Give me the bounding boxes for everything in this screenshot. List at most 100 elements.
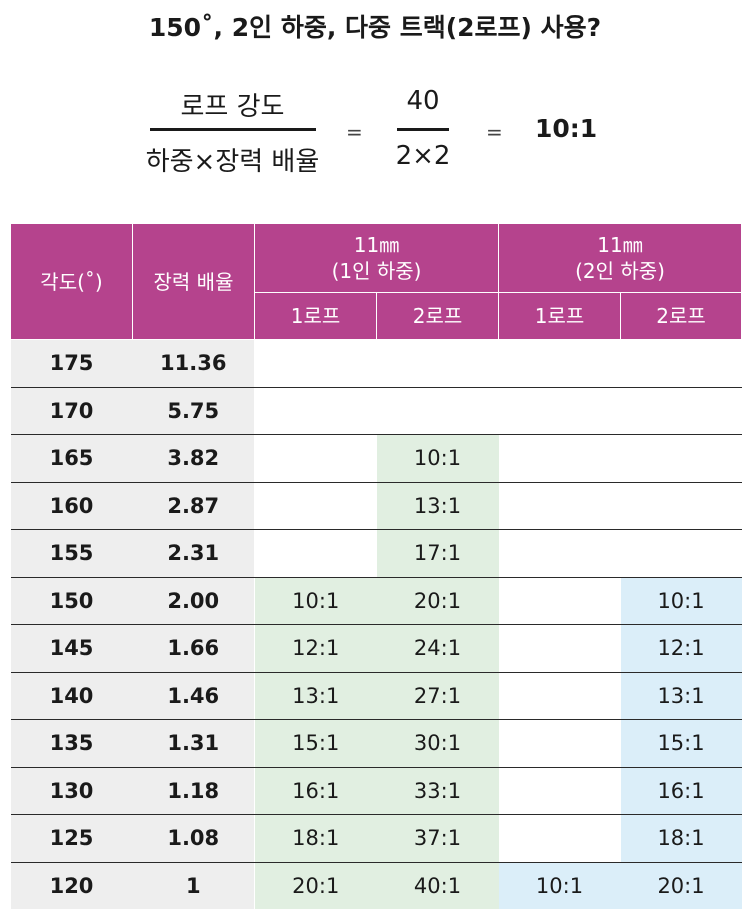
tension-cell: 3.82: [132, 434, 255, 483]
header-sub-2rope-a: 2로프: [375, 292, 500, 340]
value-cell: 15:1: [620, 719, 742, 768]
value-cell: [498, 672, 621, 720]
header-group-1-size: 11㎜: [353, 233, 400, 257]
value-cell: 12:1: [620, 624, 742, 673]
value-cell: 16:1: [620, 767, 742, 815]
header-angle: 각도(˚): [10, 223, 133, 340]
angle-cell: 160: [10, 482, 133, 530]
table-row: 160 2.87 13:1: [10, 482, 742, 530]
value-cell: [620, 482, 742, 530]
value-cell: [498, 339, 621, 388]
value-cell: [254, 339, 377, 388]
value-cell: [376, 387, 499, 435]
tension-cell: 11.36: [132, 339, 255, 388]
value-cell: [498, 387, 621, 435]
value-cell: [620, 529, 742, 578]
safety-ratio-table: 각도(˚) 장력 배율 11㎜ (1인 하중) 11㎜ (2인 하중) 1로프 …: [10, 223, 743, 909]
value-cell: 10:1: [620, 577, 742, 625]
value-cell: [254, 387, 377, 435]
table-row: 125 1.08 18:1 37:1 18:1: [10, 814, 742, 863]
value-cell: [498, 529, 621, 578]
value-cell: 37:1: [376, 814, 499, 863]
angle-cell: 130: [10, 767, 133, 815]
value-cell: 13:1: [254, 672, 377, 720]
value-cell: 17:1: [376, 529, 499, 578]
value-cell: [254, 529, 377, 578]
table-row: 130 1.18 16:1 33:1 16:1: [10, 767, 742, 815]
value-cell: [254, 482, 377, 530]
value-cell: [498, 624, 621, 673]
value-cell: 20:1: [620, 862, 742, 909]
value-cell: 20:1: [254, 862, 377, 909]
header-group-2-size: 11㎜: [597, 233, 643, 257]
angle-cell: 125: [10, 814, 133, 863]
value-cell: 10:1: [254, 577, 377, 625]
table-row: 165 3.82 10:1: [10, 434, 742, 483]
table-row: 175 11.36: [10, 339, 742, 388]
value-cell: 16:1: [254, 767, 377, 815]
header-group-1-person: 11㎜ (1인 하중): [253, 223, 500, 293]
fraction-bar-right: [397, 128, 449, 131]
table-row: 150 2.00 10:1 20:1 10:1: [10, 577, 742, 625]
formula-left-denominator: 하중×장력 배율: [145, 147, 320, 177]
header-group-2-person: 11㎜ (2인 하중): [498, 223, 743, 293]
formula-left-numerator: 로프 강도: [180, 92, 285, 122]
header-group-2-load: (2인 하중): [575, 259, 665, 283]
angle-cell: 175: [10, 339, 133, 388]
angle-cell: 140: [10, 672, 133, 720]
value-cell: 27:1: [376, 672, 499, 720]
tension-cell: 2.31: [132, 529, 255, 578]
formula-right-numerator: 40: [406, 86, 440, 116]
value-cell: [620, 339, 742, 388]
tension-cell: 1.08: [132, 814, 255, 863]
angle-cell: 170: [10, 387, 133, 435]
header-sub-1rope-b: 1로프: [498, 292, 622, 340]
value-cell: [620, 434, 742, 483]
angle-cell: 165: [10, 434, 133, 483]
value-cell: [376, 339, 499, 388]
angle-cell: 135: [10, 719, 133, 768]
value-cell: [498, 577, 621, 625]
angle-cell: 150: [10, 577, 133, 625]
value-cell: 13:1: [620, 672, 742, 720]
header-sub-1rope-a: 1로프: [254, 292, 377, 340]
table-row: 155 2.31 17:1: [10, 529, 742, 578]
page-title: 150˚, 2인 하중, 다중 트랙(2로프) 사용?: [148, 13, 602, 42]
table-row: 135 1.31 15:1 30:1 15:1: [10, 719, 742, 768]
value-cell: 24:1: [376, 624, 499, 673]
formula-result: 10:1: [535, 114, 598, 143]
value-cell: [498, 719, 621, 768]
table-row: 120 1 20:1 40:1 10:1 20:1: [10, 862, 742, 909]
tension-cell: 2.87: [132, 482, 255, 530]
value-cell: 12:1: [254, 624, 377, 673]
fraction-bar-left: [150, 128, 316, 131]
value-cell: 10:1: [498, 862, 621, 909]
tension-cell: 1.66: [132, 624, 255, 673]
value-cell: [498, 482, 621, 530]
tension-cell: 1.31: [132, 719, 255, 768]
formula-right-denominator: 2×2: [395, 141, 451, 171]
value-cell: 40:1: [376, 862, 499, 909]
value-cell: 20:1: [376, 577, 499, 625]
angle-cell: 155: [10, 529, 133, 578]
value-cell: 30:1: [376, 719, 499, 768]
angle-cell: 145: [10, 624, 133, 673]
value-cell: 18:1: [620, 814, 742, 863]
tension-cell: 1.46: [132, 672, 255, 720]
header-group-1-load: (1인 하중): [331, 259, 422, 283]
angle-cell: 120: [10, 862, 133, 909]
equals-sign-2: =: [486, 120, 503, 144]
value-cell: [498, 767, 621, 815]
value-cell: 18:1: [254, 814, 377, 863]
value-cell: 33:1: [376, 767, 499, 815]
header-tension-multiplier: 장력 배율: [132, 223, 255, 340]
table-row: 140 1.46 13:1 27:1 13:1: [10, 672, 742, 720]
tension-cell: 5.75: [132, 387, 255, 435]
header-sub-2rope-b: 2로프: [620, 292, 743, 340]
formula: 로프 강도 하중×장력 배율 = 40 2×2 = 10:1: [0, 0, 750, 200]
table-row: 170 5.75: [10, 387, 742, 435]
value-cell: 10:1: [376, 434, 499, 483]
tension-cell: 1.18: [132, 767, 255, 815]
equals-sign-1: =: [346, 120, 363, 144]
tension-cell: 2.00: [132, 577, 255, 625]
